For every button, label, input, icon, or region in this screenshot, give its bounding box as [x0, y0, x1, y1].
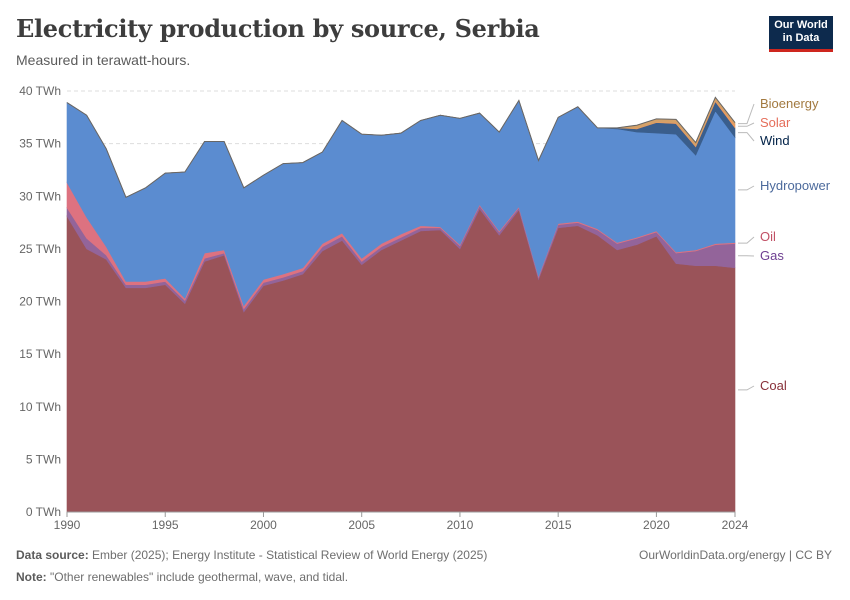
- y-axis: 0 TWh 5 TWh 10 TWh 15 TWh 20 TWh 25 TWh 30 TWh…: [19, 84, 61, 519]
- series-areas: [66, 96, 736, 513]
- chart-note: Note: "Other renewables" include geother…: [16, 570, 348, 584]
- legend-connector-coal: [738, 385, 755, 391]
- legend-label-hydropower: Hydropower: [760, 178, 831, 193]
- x-tick-label-1990: 1990: [54, 518, 81, 532]
- y-tick-label-35: 35 TWh: [19, 137, 61, 151]
- y-tick-label-0: 0 TWh: [26, 505, 61, 519]
- legend-connector-solar: [738, 122, 755, 127]
- legend-label-coal: Coal: [760, 378, 787, 393]
- legend-connector-oil: [738, 236, 755, 244]
- legend-connector-bioenergy: [738, 103, 755, 125]
- legend-label-oil: Oil: [760, 229, 776, 244]
- x-tick-label-2010: 2010: [447, 518, 474, 532]
- note-label: Note:: [16, 570, 47, 584]
- y-tick-label-25: 25 TWh: [19, 242, 61, 256]
- chart-subtitle: Measured in terawatt-hours.: [16, 52, 191, 68]
- legend-label-bioenergy: Bioenergy: [760, 96, 819, 111]
- legend-connector-hydropower: [738, 185, 755, 191]
- note-text: "Other renewables" include geothermal, w…: [46, 570, 349, 584]
- credit-link[interactable]: OurWorldinData.org/energy | CC BY: [639, 548, 832, 562]
- legend-label-gas: Gas: [760, 248, 784, 263]
- x-axis: 1990 1995 2000 2005 2010 2015 2020 2024: [54, 511, 749, 532]
- x-tick-label-2024: 2024: [722, 518, 749, 532]
- data-source-label: Data source:: [16, 548, 89, 562]
- y-tick-label-15: 15 TWh: [19, 347, 61, 361]
- legend: Coal Gas Oil Hydropower Wind Solar Bioenergy: [738, 96, 831, 393]
- x-tick-label-2015: 2015: [545, 518, 572, 532]
- x-tick-label-2020: 2020: [643, 518, 670, 532]
- x-tick-label-2000: 2000: [250, 518, 277, 532]
- data-source-text[interactable]: Ember (2025); Energy Institute - Statist…: [88, 548, 488, 562]
- logo-line-1: Our World: [774, 19, 828, 31]
- y-tick-label-5: 5 TWh: [26, 452, 61, 466]
- x-tick-label-1995: 1995: [152, 518, 179, 532]
- y-tick-label-40: 40 TWh: [19, 84, 61, 98]
- total-outline: [66, 96, 736, 198]
- logo-line-2: in Data: [782, 32, 820, 44]
- owid-logo[interactable]: Our World in Data: [769, 16, 833, 52]
- y-tick-label-30: 30 TWh: [19, 189, 61, 203]
- legend-label-solar: Solar: [760, 115, 791, 130]
- legend-label-wind: Wind: [760, 133, 790, 148]
- chart-title: Electricity production by source, Serbia: [16, 14, 540, 43]
- data-source: Data source: Ember (2025); Energy Instit…: [16, 548, 487, 562]
- y-tick-label-20: 20 TWh: [19, 295, 61, 309]
- legend-connector-wind: [738, 132, 755, 142]
- x-tick-label-2005: 2005: [348, 518, 375, 532]
- y-tick-label-10: 10 TWh: [19, 400, 61, 414]
